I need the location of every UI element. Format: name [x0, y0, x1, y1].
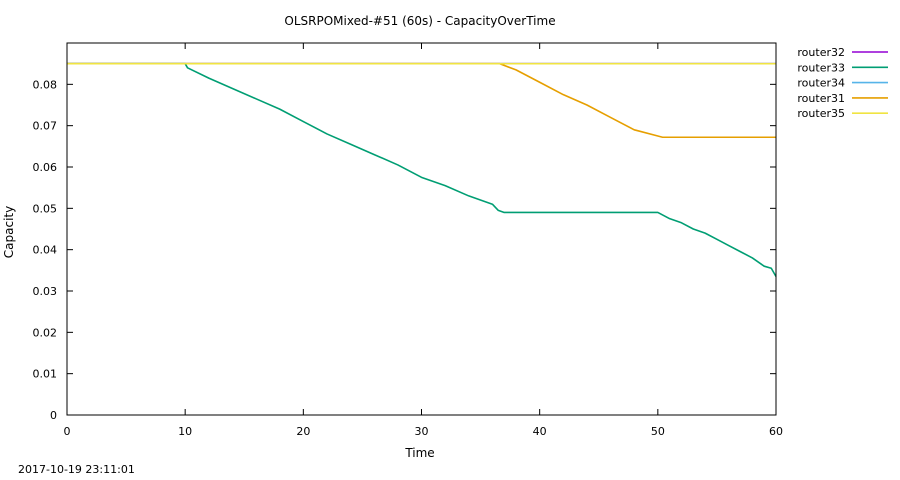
y-tick-label: 0	[50, 409, 57, 422]
x-tick-label: 0	[64, 425, 71, 438]
y-tick-label: 0.07	[33, 120, 58, 133]
y-tick-label: 0.02	[33, 326, 58, 339]
y-tick-label: 0.03	[33, 285, 58, 298]
series-layer	[67, 62, 777, 277]
series-line-router33	[67, 62, 777, 277]
y-tick-label: 0.04	[33, 244, 58, 257]
legend-label-router35: router35	[797, 107, 845, 120]
x-tick-label: 50	[651, 425, 665, 438]
y-tick-label: 0.06	[33, 161, 58, 174]
y-tick-label: 0.08	[33, 78, 58, 91]
legend-label-router31: router31	[797, 92, 845, 105]
plot-frame	[66, 42, 777, 416]
x-tick-label: 20	[296, 425, 310, 438]
y-tick-label: 0.05	[33, 202, 58, 215]
x-tick-label: 60	[769, 425, 783, 438]
x-tick-label: 40	[533, 425, 547, 438]
axis-ticks-layer: 0 10 20 30 40 50 60 0 0.01 0.02 0.03 0.04 0.05 0.06 0.…	[33, 43, 783, 438]
generation-timestamp: 2017-10-19 23:11:01	[18, 463, 135, 476]
y-axis-label: Capacity	[2, 206, 16, 258]
x-tick-label: 10	[178, 425, 192, 438]
x-axis-label: Time	[404, 446, 434, 460]
y-tick-label: 0.01	[33, 368, 58, 381]
legend-label-router33: router33	[797, 61, 845, 74]
legend-label-router34: router34	[797, 77, 845, 90]
series-line-router31	[67, 62, 776, 139]
chart-title: OLSRPOMixed-#51 (60s) - CapacityOverTime	[284, 14, 555, 28]
legend: router32 router33 router34 router31 router35	[797, 46, 888, 120]
legend-label-router32: router32	[797, 46, 845, 59]
x-tick-label: 30	[415, 425, 429, 438]
